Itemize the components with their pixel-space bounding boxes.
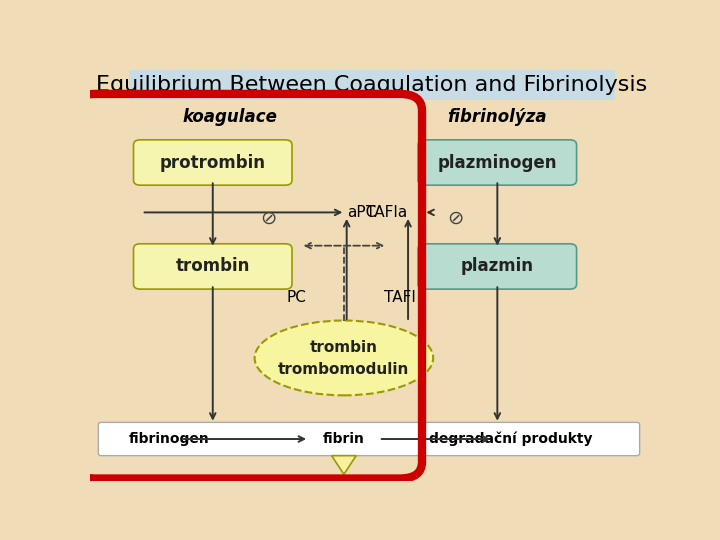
Polygon shape bbox=[332, 456, 356, 474]
FancyBboxPatch shape bbox=[418, 244, 577, 289]
FancyBboxPatch shape bbox=[133, 244, 292, 289]
Text: trombin: trombin bbox=[176, 258, 250, 275]
FancyBboxPatch shape bbox=[133, 140, 292, 185]
Text: fibrinogen: fibrinogen bbox=[129, 432, 210, 446]
Text: TAFIa: TAFIa bbox=[366, 205, 408, 220]
Text: koagulace: koagulace bbox=[182, 108, 277, 126]
Text: aPC: aPC bbox=[347, 205, 376, 220]
Text: Equilibrium Between Coagulation and Fibrinolysis: Equilibrium Between Coagulation and Fibr… bbox=[96, 75, 647, 94]
Text: fibrinolýza: fibrinolýza bbox=[448, 108, 547, 126]
Ellipse shape bbox=[255, 321, 433, 395]
FancyBboxPatch shape bbox=[418, 140, 577, 185]
Text: ⊘: ⊘ bbox=[261, 209, 276, 228]
Text: plazminogen: plazminogen bbox=[438, 153, 557, 172]
Text: ⊘: ⊘ bbox=[447, 209, 464, 228]
FancyBboxPatch shape bbox=[129, 70, 615, 100]
Text: plazmin: plazmin bbox=[461, 258, 534, 275]
Text: trombomodulin: trombomodulin bbox=[278, 362, 410, 377]
Text: TAFI: TAFI bbox=[384, 290, 415, 305]
Text: fibrin: fibrin bbox=[323, 432, 365, 446]
Text: protrombin: protrombin bbox=[160, 153, 266, 172]
Text: PC: PC bbox=[287, 290, 307, 305]
Text: trombin: trombin bbox=[310, 340, 378, 355]
Text: degradační produkty: degradační produkty bbox=[428, 432, 593, 446]
FancyBboxPatch shape bbox=[99, 422, 639, 456]
